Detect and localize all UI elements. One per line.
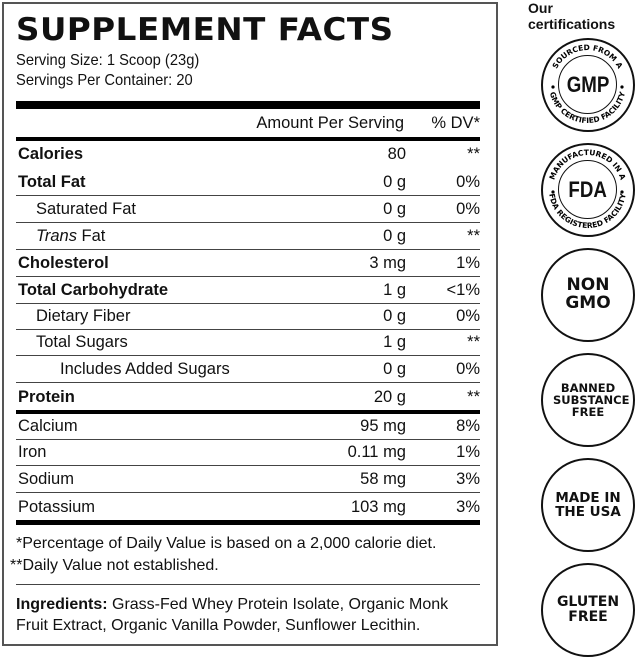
nutrient-dv: ** (467, 144, 480, 163)
nutrient-amount: 0 g (383, 200, 406, 218)
nutrient-name: Total Sugars (36, 333, 128, 351)
svg-text:SOURCED FROM A: SOURCED FROM A (551, 43, 625, 70)
nutrient-name: Includes Added Sugars (60, 360, 230, 378)
ingredients-list: Grass-Fed Whey Protein Isolate, Organic … (16, 596, 449, 634)
badge-label: MADE IN THE USA (555, 489, 621, 520)
nutrient-dv: 1% (456, 443, 480, 461)
badge-label: GLUTEN FREE (556, 594, 620, 625)
nutrient-dv: 0% (456, 360, 480, 378)
certifications-title: Our certifications (528, 0, 616, 32)
header-dv: % DV* (431, 114, 480, 132)
table-row: Calories 80 ** (16, 141, 480, 167)
nutrient-name: Cholesterol (18, 254, 109, 272)
nutrient-dv: ** (467, 387, 480, 406)
badge-ring-text: SOURCED FROM A GMP CERTIFIED FACILITY (548, 43, 627, 125)
facts-title: SUPPLEMENT FACTS (16, 12, 394, 48)
certification-badge-fda: FDA MANUFACTURED IN A FDA REGISTERED FACIL… (541, 143, 635, 237)
nutrient-name: Sodium (18, 470, 74, 488)
svg-text:MANUFACTURED IN A: MANUFACTURED IN A (548, 148, 628, 181)
nutrient-amount: 0 g (383, 360, 406, 378)
table-row: Iron 0.11 mg 1% (16, 440, 480, 466)
nutrient-amount: 80 (387, 144, 406, 163)
nutrient-amount: 20 g (373, 387, 406, 406)
divider-thick (16, 101, 480, 109)
nutrient-name: Saturated Fat (36, 200, 136, 218)
nutrient-amount: 0 g (383, 307, 406, 325)
table-row: Trans Fat 0 g ** (16, 224, 480, 250)
table-row: Cholesterol 3 mg 1% (16, 251, 480, 277)
table-row: Total Sugars 1 g ** (16, 330, 480, 356)
nutrient-amount: 3 mg (369, 254, 406, 272)
badge-label: FDA (568, 177, 608, 203)
nutrient-name: Potassium (18, 497, 96, 516)
nutrient-name: Trans Fat (36, 227, 106, 245)
table-row: Calcium 95 mg 8% (16, 414, 480, 440)
nutrient-dv: 0% (456, 307, 480, 325)
divider (16, 584, 480, 585)
table-row: Includes Added Sugars 0 g 0% (16, 357, 480, 383)
nutrient-dv: <1% (446, 281, 480, 299)
nutrient-amount: 58 mg (360, 470, 406, 488)
divider (16, 137, 480, 141)
table-row: Saturated Fat 0 g 0% (16, 197, 480, 223)
table-row: Potassium 103 mg 3% (16, 494, 480, 520)
badge-label: BANNED SUBSTANCE FREE (553, 380, 630, 420)
divider (16, 410, 480, 414)
table-row: Sodium 58 mg 3% (16, 467, 480, 493)
nutrient-name: Calcium (18, 417, 78, 435)
serving-size: Serving Size: 1 Scoop (23g) (16, 52, 200, 69)
nutrient-amount: 0 g (383, 227, 406, 245)
certification-badge-gmp: GMP SOURCED FROM A GMP CERTIFIED FACILITY (541, 38, 635, 132)
table-header: Amount Per Serving % DV* (16, 110, 480, 136)
footnote-not-established: **Daily Value not established. (10, 557, 219, 574)
supplement-facts-panel (2, 2, 498, 646)
nutrient-name: Total Carbohydrate (18, 281, 169, 299)
nutrient-name: Iron (18, 443, 47, 461)
badge-label: GMP (566, 72, 610, 98)
nutrient-name: Total Fat (18, 173, 86, 191)
servings-per-container: Servings Per Container: 20 (16, 72, 193, 89)
nutrient-dv: 0% (456, 200, 480, 218)
nutrient-amount: 1 g (383, 333, 406, 351)
nutrient-amount: 103 mg (350, 497, 406, 516)
badge-label: NON GMO (565, 275, 611, 313)
nutrient-dv: ** (467, 227, 480, 245)
nutrient-dv: 3% (456, 497, 480, 516)
table-row: Protein 20 g ** (16, 384, 480, 410)
ingredients-label: Ingredients: (16, 596, 108, 613)
table-row: Total Fat 0 g 0% (16, 170, 480, 196)
nutrient-name: Calories (18, 144, 84, 163)
nutrient-amount: 0.11 mg (347, 443, 406, 461)
nutrient-dv: 1% (456, 254, 480, 272)
nutrient-dv: 8% (456, 417, 480, 435)
certification-badge-banned-substance-free: BANNED SUBSTANCE FREE (541, 353, 635, 447)
nutrient-name: Dietary Fiber (36, 307, 131, 325)
certification-badge-non-gmo: NON GMO (541, 248, 635, 342)
nutrient-dv: ** (467, 333, 480, 351)
ingredients: Ingredients: Grass-Fed Whey Protein Isol… (16, 594, 480, 636)
table-row: Total Carbohydrate 1 g <1% (16, 278, 480, 304)
nutrient-dv: 0% (456, 173, 480, 191)
nutrient-name: Protein (18, 387, 75, 406)
certification-badge-made-in-the-usa: MADE IN THE USA (541, 458, 635, 552)
nutrient-amount: 95 mg (360, 417, 406, 435)
divider (16, 520, 480, 525)
nutrient-amount: 0 g (383, 173, 406, 191)
nutrient-amount: 1 g (383, 281, 406, 299)
header-amount: Amount Per Serving (256, 114, 404, 132)
certification-badge-gluten-free: GLUTEN FREE (541, 563, 635, 657)
footnote-dv: *Percentage of Daily Value is based on a… (16, 535, 437, 552)
nutrient-dv: 3% (456, 470, 480, 488)
svg-text:GMP CERTIFIED FACILITY: GMP CERTIFIED FACILITY (548, 90, 627, 125)
table-row: Dietary Fiber 0 g 0% (16, 304, 480, 330)
